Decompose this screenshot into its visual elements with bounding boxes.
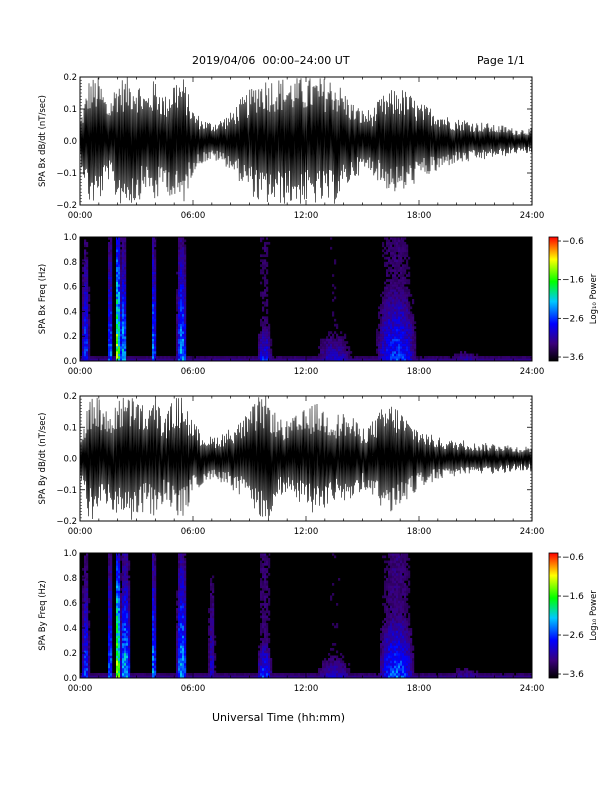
- x-tick-label: 00:00: [68, 367, 93, 377]
- x-tick-label: 12:00: [294, 211, 319, 221]
- x-tick-label: 12:00: [294, 527, 319, 537]
- x-tick-label: 06:00: [181, 527, 206, 537]
- by-waveform-panel: −0.2 −0.1 0.0 0.1 0.2 00:00 06:00 12:00 18:00 24:…: [38, 392, 544, 537]
- y-tick-label: 0.0: [63, 455, 77, 465]
- x-axis-title: Universal Time (hh:mm): [212, 711, 345, 724]
- y-tick-label: 0.1: [63, 105, 77, 115]
- colorbar-tick-label: −0.6: [562, 553, 584, 563]
- by-spectrogram-panel: −0.6 −1.6 −2.6 −3.6 Log₁₀ Power 0.0 0.2 0.4 0.6 0…: [38, 549, 599, 694]
- x-tick-label: 12:00: [294, 367, 319, 377]
- x-tick-label: 12:00: [294, 684, 319, 694]
- by-waveform-ylabel: SPA By dB/dt (nT/sec): [38, 413, 48, 505]
- x-tick-label: 00:00: [68, 684, 93, 694]
- y-tick-label: −0.1: [56, 169, 77, 179]
- x-tick-label: 00:00: [68, 211, 93, 221]
- x-tick-label: 18:00: [407, 684, 432, 694]
- x-tick-label: 18:00: [407, 527, 432, 537]
- x-tick-label: 06:00: [181, 211, 206, 221]
- x-tick-label: 18:00: [407, 211, 432, 221]
- colorbar-tick-label: −0.6: [562, 237, 584, 247]
- bx-waveform-ylabel: SPA Bx dB/dt (nT/sec): [38, 95, 48, 187]
- plot-title: 2019/04/06 00:00–24:00 UT: [192, 54, 350, 67]
- bx-waveform-trace: [79, 77, 533, 204]
- y-tick-label: 0.2: [63, 392, 77, 402]
- y-tick-label: 0.4: [63, 307, 77, 317]
- y-tick-label: 0.8: [63, 258, 77, 268]
- y-tick-label: 1.0: [63, 233, 77, 243]
- y-tick-label: 0.0: [63, 357, 77, 367]
- y-tick-label: 0.0: [63, 137, 77, 147]
- y-tick-label: 0.8: [63, 574, 77, 584]
- y-tick-label: 0.6: [63, 283, 77, 293]
- x-tick-label: 24:00: [520, 211, 545, 221]
- bx-waveform-panel: −0.2 −0.1 0.0 0.1 0.2 00:00 06:00 12:00 18:00 24:…: [38, 73, 544, 221]
- y-tick-label: 0.6: [63, 599, 77, 609]
- colorbar-tick-label: −1.6: [562, 592, 584, 602]
- colorbar-title: Log₁₀ Power: [589, 590, 599, 641]
- page-number: Page 1/1: [477, 54, 525, 67]
- bx-spectrogram-colorbar: [548, 236, 559, 362]
- colorbar-tick-label: −1.6: [562, 276, 584, 286]
- y-tick-label: 0.1: [63, 423, 77, 433]
- colorbar-tick-label: −2.6: [562, 314, 584, 324]
- by-spectrogram-background: [80, 553, 532, 678]
- y-tick-label: −0.2: [56, 517, 77, 527]
- bx-spectrogram-background: [80, 237, 532, 361]
- x-tick-label: 24:00: [520, 527, 545, 537]
- y-tick-label: −0.2: [56, 201, 77, 211]
- y-tick-label: −0.1: [56, 486, 77, 496]
- colorbar-tick-label: −3.6: [562, 670, 584, 680]
- y-tick-label: 1.0: [63, 549, 77, 559]
- x-tick-label: 24:00: [520, 684, 545, 694]
- y-tick-label: 0.2: [63, 649, 77, 659]
- x-tick-label: 24:00: [520, 367, 545, 377]
- x-tick-label: 00:00: [68, 527, 93, 537]
- by-spectrogram-cells: [80, 553, 533, 679]
- y-tick-label: 0.2: [63, 73, 77, 83]
- y-tick-label: 0.4: [63, 624, 77, 634]
- y-tick-label: 0.2: [63, 332, 77, 342]
- colorbar-title: Log₁₀ Power: [589, 273, 599, 324]
- y-tick-label: 0.0: [63, 674, 77, 684]
- by-spectrogram-ylabel: SPA By Freq (Hz): [38, 580, 48, 650]
- x-tick-label: 18:00: [407, 367, 432, 377]
- x-tick-label: 06:00: [181, 367, 206, 377]
- colorbar-tick-label: −2.6: [562, 631, 584, 641]
- bx-spectrogram-ylabel: SPA Bx Freq (Hz): [38, 264, 48, 334]
- by-waveform-trace: [79, 396, 533, 520]
- by-spectrogram-colorbar: [548, 552, 559, 679]
- bx-spectrogram-panel: −0.6 −1.6 −2.6 −3.6 Log₁₀ Power 0.0 0.2 0.4 0.6 0…: [38, 233, 599, 377]
- colorbar-tick-label: −3.6: [562, 353, 584, 363]
- x-tick-label: 06:00: [181, 684, 206, 694]
